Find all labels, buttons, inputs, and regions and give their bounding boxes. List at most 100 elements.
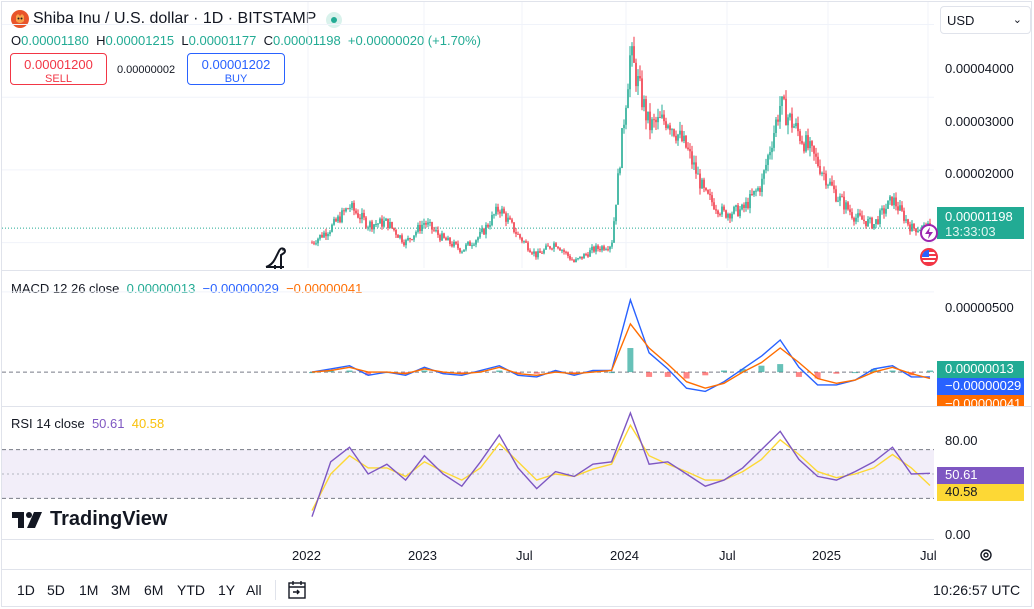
sell-button[interactable]: 0.00001200 SELL	[10, 53, 107, 85]
candle-body	[407, 238, 409, 241]
candle-body	[805, 135, 807, 152]
macd-histogram-bar	[552, 370, 559, 373]
candle-body	[849, 209, 851, 213]
candle-body	[415, 231, 417, 236]
range-5d-button[interactable]: 5D	[47, 582, 65, 598]
range-ytd-button[interactable]: YTD	[177, 582, 205, 598]
price-axis-label: 0.00002000	[945, 166, 1014, 181]
macd-histogram-bar	[346, 370, 353, 373]
candle-body	[377, 223, 379, 225]
toolbar-divider	[275, 580, 276, 600]
buy-button[interactable]: 0.00001202 BUY	[187, 53, 285, 85]
candle-body	[875, 219, 877, 225]
candle-body	[527, 242, 529, 251]
range-1y-button[interactable]: 1Y	[218, 582, 236, 598]
tradingview-wordmark: TradingView	[50, 508, 168, 530]
candle-body	[653, 119, 655, 121]
candle-body	[765, 164, 767, 171]
candle-body	[909, 224, 911, 232]
candle-body	[599, 248, 601, 251]
time-axis-label: Jul	[516, 548, 533, 563]
candle-body	[835, 189, 837, 202]
candle-body	[315, 243, 317, 245]
candle-body	[853, 217, 855, 222]
macd-histogram-bar	[814, 372, 821, 379]
candle-body	[787, 117, 789, 126]
macd-histogram-bar	[608, 372, 615, 374]
price-chart[interactable]	[0, 0, 934, 270]
candle-body	[587, 254, 589, 257]
candle-body	[861, 215, 863, 220]
pane-separator[interactable]	[1, 270, 1032, 271]
candle-body	[641, 78, 643, 108]
settings-gear-icon[interactable]	[979, 548, 993, 567]
range-1d-button[interactable]: 1D	[17, 582, 35, 598]
candle-body	[905, 219, 907, 221]
candle-body	[425, 223, 427, 225]
candle-body	[513, 222, 515, 233]
candle-body	[371, 221, 373, 230]
candle-body	[823, 172, 825, 174]
sell-label: SELL	[45, 73, 72, 85]
macd-hist-tag: 0.00000013	[937, 361, 1024, 378]
macd-signal-tag: −0.00000041	[937, 395, 1024, 406]
candle-body	[389, 222, 391, 229]
candle-body	[367, 227, 369, 229]
us-flag-icon[interactable]	[920, 248, 938, 266]
time-axis-label: Jul	[719, 548, 736, 563]
candle-body	[411, 239, 413, 241]
buy-price: 0.00001202	[201, 57, 271, 72]
candle-body	[567, 252, 569, 256]
range-all-button[interactable]: All	[246, 582, 262, 598]
candle-body	[593, 246, 595, 252]
candle-body	[543, 249, 545, 254]
candle-body	[465, 244, 467, 250]
calendar-goto-icon[interactable]	[287, 580, 307, 605]
pane-separator[interactable]	[1, 406, 1032, 407]
range-6m-button[interactable]: 6M	[144, 582, 164, 598]
range-1m-button[interactable]: 1M	[79, 582, 99, 598]
candle-body	[879, 210, 881, 224]
lightning-icon[interactable]	[920, 224, 938, 242]
candle-body	[639, 76, 641, 79]
buy-label: BUY	[224, 73, 248, 85]
candle-body	[743, 204, 745, 209]
candle-body	[409, 238, 411, 240]
candle-body	[785, 98, 787, 126]
candle-body	[461, 251, 463, 253]
candle-body	[685, 135, 687, 148]
candle-body	[419, 224, 421, 231]
candle-body	[839, 196, 841, 201]
candle-body	[557, 246, 559, 249]
candle-body	[739, 209, 741, 217]
candle-body	[889, 196, 891, 201]
candle-body	[457, 243, 459, 249]
candle-body	[391, 222, 393, 228]
candle-body	[505, 213, 507, 222]
candle-body	[733, 206, 735, 214]
spread-value: 0.00000002	[117, 64, 176, 76]
candle-body	[375, 223, 377, 225]
candle-body	[655, 119, 657, 123]
candle-body	[403, 242, 405, 246]
candle-body	[313, 242, 315, 244]
macd-chart[interactable]	[0, 271, 934, 406]
currency-select[interactable]: USD ⌄	[940, 6, 1031, 34]
price-axis-label: 0.00004000	[945, 61, 1014, 76]
candle-body	[405, 240, 407, 246]
candle-body	[401, 235, 403, 243]
range-3m-button[interactable]: 3M	[111, 582, 131, 598]
utc-clock[interactable]: 10:26:57 UTC	[933, 582, 1021, 598]
market-status-icon[interactable]	[326, 12, 342, 28]
rsi-legend[interactable]: RSI 14 close 50.61 40.58	[11, 416, 164, 431]
rsi-chart[interactable]	[0, 407, 934, 539]
candle-body	[917, 230, 919, 233]
symbol-title[interactable]: Shiba Inu / U.S. dollar · 1D · BITSTAMP	[33, 10, 317, 27]
candle-body	[705, 187, 707, 191]
candle-body	[575, 259, 577, 263]
candle-body	[825, 173, 827, 186]
candle-body	[713, 202, 715, 210]
candle-body	[803, 143, 805, 152]
rsi-axis-label: 0.00	[945, 527, 971, 542]
candle-body	[759, 188, 761, 192]
